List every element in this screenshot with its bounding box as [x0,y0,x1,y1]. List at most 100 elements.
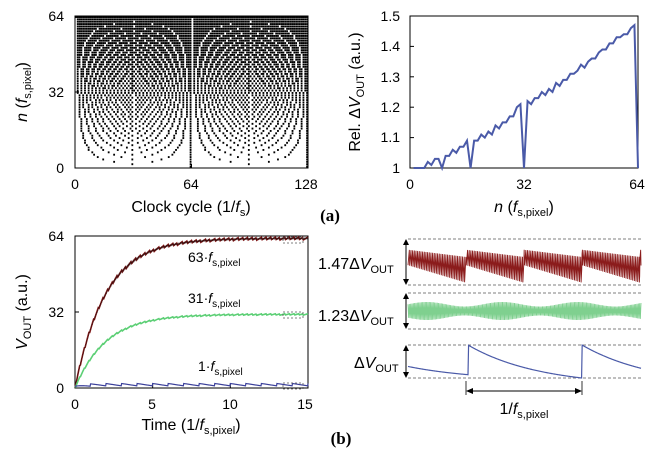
dot [216,73,219,75]
dot [262,99,265,102]
dot [85,101,88,104]
dot [295,96,298,99]
chart-b-right: 1.47ΔVOUT 1.23ΔVOUT ΔVOUT 1/fs,pixel [318,238,642,421]
dot [160,84,163,87]
dot [264,30,267,33]
dot [195,25,197,28]
dot [111,101,114,104]
dot [224,58,227,61]
dot [158,80,161,83]
dot [80,89,83,92]
dot [216,16,219,18]
dot [266,106,268,109]
dot [238,35,241,37]
dot [266,75,268,78]
dot [291,61,294,64]
dot [304,68,307,71]
dot [198,42,201,45]
dot [269,49,272,52]
dot [142,54,145,56]
dot [129,49,132,52]
dot [120,32,123,35]
dot [169,77,172,80]
dot [195,18,197,21]
dot [209,35,212,37]
dot [204,106,207,109]
y-tick-label: 1 [392,160,400,176]
dot [100,49,103,52]
dot [140,30,143,33]
dot [306,27,308,30]
dot [166,101,168,104]
dot [284,80,287,83]
dot [222,56,225,59]
dot [280,75,283,78]
dot [224,39,227,42]
dot [93,35,96,37]
dot [271,68,274,71]
dot [264,89,267,92]
dot [131,30,134,33]
dot [149,127,152,130]
dot [171,37,174,40]
dot [178,18,181,21]
dot [215,18,217,21]
dot [209,37,212,40]
dot [216,44,219,47]
dot [96,56,99,59]
dot [147,63,150,66]
dot [78,44,81,47]
dot [287,96,290,99]
dot [147,23,150,26]
dot [267,103,270,106]
dot [222,80,225,83]
dot [122,25,125,28]
dot [260,44,263,47]
dot [76,75,79,78]
dot [189,42,192,45]
dot [155,68,157,71]
dot [293,146,296,149]
dot [215,111,217,113]
dot [89,44,92,47]
dot [271,18,274,21]
dot [304,46,307,49]
dot [237,68,239,71]
dot [96,37,99,40]
period-label: 1/fs,pixel [500,401,549,421]
dot [275,108,278,111]
dot [298,130,301,132]
dot [147,96,150,99]
dot [102,158,105,161]
dot [147,65,150,68]
dot [145,49,148,52]
dot [176,44,179,47]
y-tick-label: 32 [48,84,64,100]
dot [131,84,134,87]
dot [109,89,112,92]
dot [275,63,278,66]
dot [304,39,307,42]
dot [93,94,96,97]
dot [198,99,201,102]
dot [247,68,250,71]
dot [269,27,272,30]
dot [213,32,216,35]
dot [204,111,207,113]
dot [180,18,183,21]
dot [80,68,83,71]
dot [142,94,145,97]
dot [173,42,176,45]
dot [118,82,121,85]
dot [140,23,143,26]
dot [215,122,217,125]
dot [158,54,161,56]
dot [280,61,283,64]
dot [289,84,292,87]
dot [182,32,185,35]
dot [277,37,279,40]
dot [271,99,274,102]
dot [222,96,225,99]
dot [198,18,201,21]
dot [91,118,94,121]
